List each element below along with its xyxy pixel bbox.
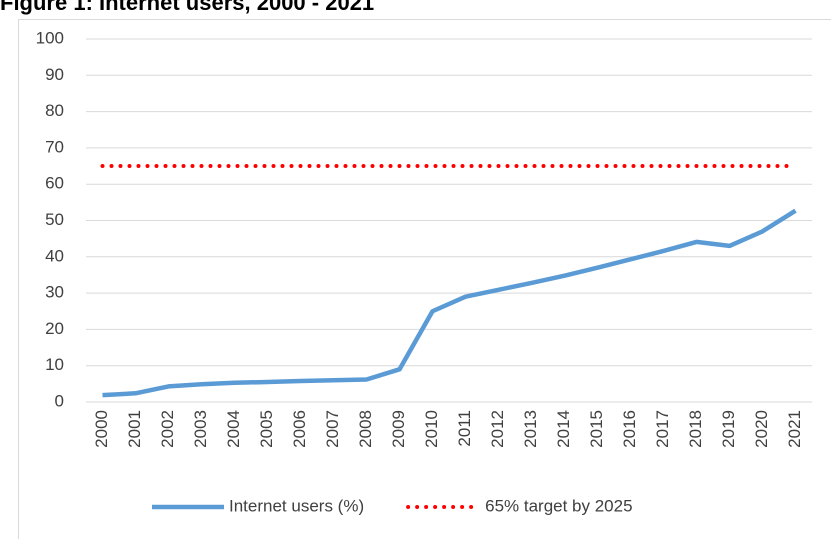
x-tick-label: 2019 — [719, 410, 738, 448]
legend-label: 65% target by 2025 — [485, 496, 632, 515]
y-tick-label: 60 — [45, 174, 64, 193]
x-tick-label: 2009 — [389, 410, 408, 448]
x-tick-label: 2012 — [488, 410, 507, 448]
x-tick-label: 2007 — [323, 410, 342, 448]
x-tick-label: 2015 — [587, 410, 606, 448]
y-tick-label: 80 — [45, 101, 64, 120]
x-tick-label: 2020 — [752, 410, 771, 448]
x-tick-label: 2010 — [422, 410, 441, 448]
y-tick-label: 20 — [45, 319, 64, 338]
x-tick-label: 2001 — [125, 410, 144, 448]
x-tick-label: 2011 — [455, 410, 474, 447]
x-tick-label: 2005 — [257, 410, 276, 448]
x-tick-label: 2008 — [356, 410, 375, 448]
x-tick-label: 2004 — [224, 410, 243, 448]
legend-label: Internet users (%) — [229, 496, 364, 515]
y-tick-label: 50 — [45, 210, 64, 229]
chart-frame — [18, 19, 831, 539]
x-tick-label: 2013 — [521, 410, 540, 448]
x-tick-label: 2000 — [92, 410, 111, 448]
x-tick-label: 2014 — [554, 410, 573, 448]
x-tick-label: 2017 — [653, 410, 672, 448]
x-tick-label: 2016 — [620, 410, 639, 448]
chart-title: Figure 1: Internet users, 2000 - 2021 — [0, 0, 374, 15]
y-tick-label: 90 — [45, 65, 64, 84]
y-tick-label: 10 — [45, 355, 64, 374]
x-tick-label: 2002 — [158, 410, 177, 448]
y-tick-label: 100 — [36, 28, 64, 47]
y-tick-label: 40 — [45, 246, 64, 265]
y-tick-label: 30 — [45, 283, 64, 302]
x-tick-label: 2021 — [785, 410, 804, 448]
x-tick-label: 2006 — [290, 410, 309, 448]
x-tick-label: 2018 — [686, 410, 705, 448]
y-tick-label: 70 — [45, 137, 64, 156]
x-tick-label: 2003 — [191, 410, 210, 448]
y-tick-label: 0 — [55, 391, 64, 410]
series-line — [102, 208, 797, 398]
